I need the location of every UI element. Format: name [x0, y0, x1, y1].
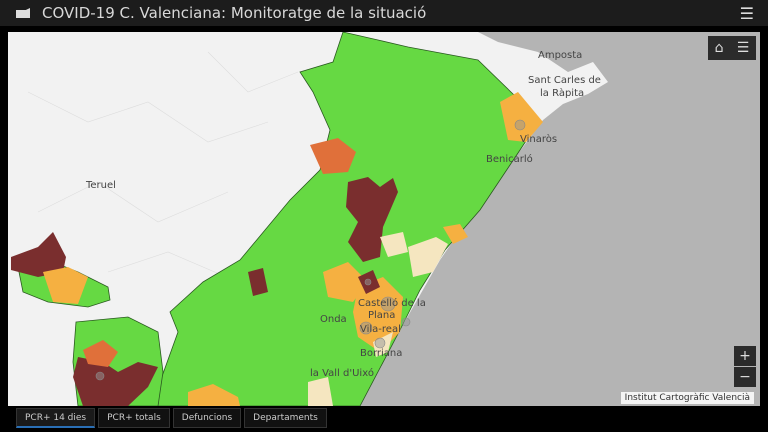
region-minimal [380, 232, 408, 257]
region-very-high [11, 232, 66, 277]
list-icon[interactable]: ☰ [736, 40, 750, 56]
hamburger-icon[interactable]: ☰ [739, 4, 754, 23]
map-label: Teruel [86, 180, 116, 191]
app-logo-icon [16, 8, 30, 18]
tab-departaments[interactable]: Departaments [244, 408, 327, 428]
app-title: COVID-19 C. Valenciana: Monitoratge de l… [42, 4, 427, 22]
map-label: Sant Carles de [528, 75, 601, 86]
map-label: Benicarló [486, 154, 533, 165]
map-label: Vinaròs [520, 134, 558, 145]
map-label: Vila-real [360, 324, 401, 335]
tab-bar: PCR+ 14 dies PCR+ totals Defuncions Depa… [16, 408, 327, 428]
tab-pcr-14-dies[interactable]: PCR+ 14 dies [16, 408, 96, 428]
tab-pcr-totals[interactable]: PCR+ totals [98, 408, 170, 428]
map-label: la Ràpita [540, 88, 585, 99]
map-attribution: Institut Cartogràfic Valencià [620, 392, 754, 404]
app-header: COVID-19 C. Valenciana: Monitoratge de l… [0, 0, 768, 26]
terrain-lines [27, 51, 299, 283]
region-medium [43, 267, 88, 304]
region-very-high [73, 357, 158, 406]
sea-area [350, 32, 760, 406]
map-label: Plana [368, 310, 396, 321]
zoom-out-button[interactable]: − [734, 367, 756, 387]
map-label: Castelló de la [358, 298, 426, 309]
map-view[interactable]: Amposta Sant Carles de la Ràpita Vinaròs… [8, 32, 760, 406]
region-very-high [346, 177, 398, 262]
zoom-in-button[interactable]: + [734, 346, 756, 366]
region-minimal [308, 377, 333, 406]
tab-defuncions[interactable]: Defuncions [172, 408, 242, 428]
map-label: la Vall d'Uixó [310, 368, 374, 379]
region-low [157, 32, 541, 406]
choropleth-map [11, 32, 760, 406]
map-toolbar: ⌂ ☰ [708, 36, 756, 60]
region-medium [500, 92, 543, 142]
case-circles [95, 119, 526, 381]
map-label: Borriana [360, 348, 403, 359]
region-minimal [408, 237, 448, 277]
region-medium [188, 384, 240, 406]
map-label: Amposta [538, 50, 583, 61]
region-medium [443, 224, 468, 244]
home-icon[interactable]: ⌂ [714, 40, 724, 56]
region-medium [323, 262, 368, 302]
region-high [310, 138, 356, 174]
region-high [83, 340, 118, 367]
region-very-high [248, 268, 268, 296]
map-label: Onda [320, 314, 347, 325]
